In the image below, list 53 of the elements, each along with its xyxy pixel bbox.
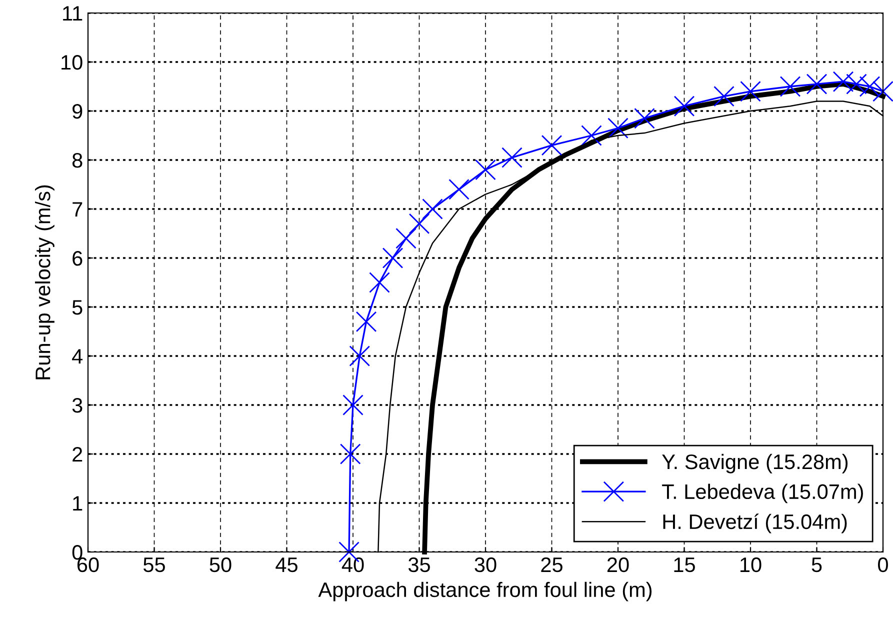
point <box>349 346 370 366</box>
point <box>369 272 390 293</box>
point <box>475 159 496 180</box>
y-tick-label: 2 <box>72 447 82 462</box>
y-tick-label: 7 <box>72 202 82 217</box>
point <box>541 134 562 156</box>
x-tick-label: 0 <box>878 557 888 572</box>
point <box>608 118 628 139</box>
point <box>448 178 470 200</box>
y-tick-label: 8 <box>72 153 82 168</box>
legend-label: Y. Savigne (15.28m) <box>662 454 848 474</box>
x-tick-label: 45 <box>276 558 298 572</box>
point <box>780 76 801 97</box>
y-tick-label: 4 <box>72 349 83 364</box>
x-tick-label: 10 <box>740 557 762 572</box>
point <box>832 71 854 92</box>
point <box>502 147 522 168</box>
point <box>422 198 443 220</box>
x-tick-label: 30 <box>474 557 496 572</box>
y-tick-label: 1 <box>73 496 82 511</box>
point <box>408 213 430 234</box>
x-tick-label: 35 <box>408 557 430 572</box>
y-tick-label: 9 <box>72 104 82 119</box>
y-tick-label: 11 <box>63 6 82 21</box>
point <box>859 76 880 97</box>
x-axis-title: Approach distance from foul line (m) <box>318 582 652 602</box>
y-axis-title: Run-up velocity (m/s) <box>34 185 54 380</box>
x-tick-label: 5 <box>812 558 822 572</box>
point <box>634 108 655 129</box>
x-tick-label: 40 <box>342 557 364 572</box>
legend-label: T. Lebedeva (15.07m) <box>662 484 863 504</box>
point <box>396 228 416 249</box>
x-tick-label: 20 <box>607 557 629 572</box>
point <box>846 74 867 94</box>
x-tick-label: 50 <box>210 557 232 572</box>
legend-label: H. Devetzí (15.04m) <box>663 514 847 534</box>
y-tick-label: 3 <box>72 398 82 413</box>
point <box>340 444 361 464</box>
point <box>342 394 364 416</box>
point <box>674 96 695 117</box>
x-tick-label: 55 <box>144 558 165 572</box>
point <box>382 248 404 268</box>
x-tick-label: 25 <box>541 557 562 572</box>
point <box>872 80 893 102</box>
point <box>714 86 734 107</box>
y-tick-label: 10 <box>62 55 82 70</box>
y-tick-label: 6 <box>72 251 82 266</box>
point <box>356 311 377 332</box>
point <box>806 74 828 94</box>
point <box>581 125 602 146</box>
y-tick-label: 5 <box>72 300 82 315</box>
x-tick-label: 15 <box>674 558 695 572</box>
point <box>740 80 761 102</box>
